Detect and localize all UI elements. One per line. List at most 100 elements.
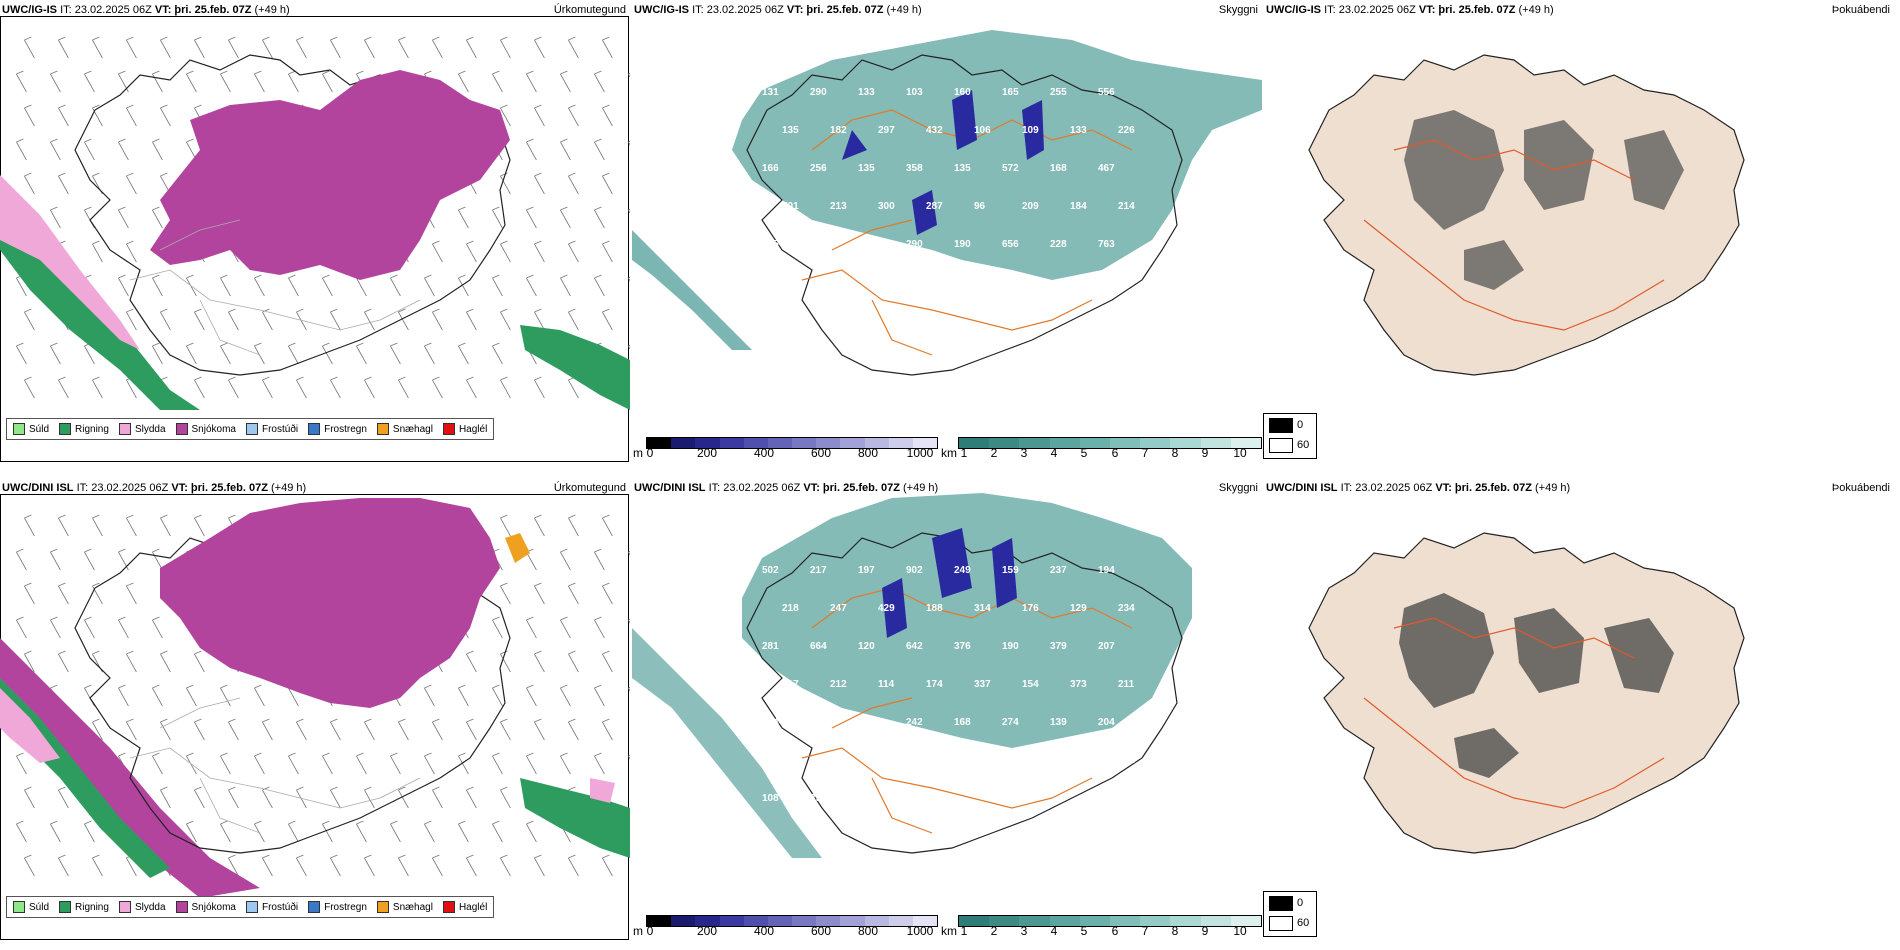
- wind-barb: [458, 70, 469, 93]
- colorbar-segment: [1230, 438, 1262, 448]
- visibility-panel-top: UWC/IG-IS IT: 23.02.2025 06Z VT: þri. 25…: [632, 0, 1262, 465]
- wind-barb: [262, 308, 273, 331]
- visibility-label: 124: [762, 717, 779, 728]
- legend-swatch: [442, 901, 455, 913]
- wind-barb: [602, 308, 613, 331]
- wind-barb: [432, 308, 443, 331]
- wind-barb: [296, 854, 307, 877]
- panel-title: Þokuábendi: [1831, 482, 1890, 494]
- wind-barb: [364, 718, 375, 741]
- wind-barb: [24, 36, 35, 59]
- visibility-label: 217: [810, 565, 827, 576]
- wind-barb: [458, 684, 469, 707]
- fog-map: [1308, 532, 1745, 854]
- legend-swatch: [308, 901, 321, 913]
- visibility-label: 137: [926, 277, 943, 288]
- wind-barb: [330, 718, 341, 741]
- height-colorbar: [646, 915, 938, 927]
- visibility-label: 373: [1070, 679, 1087, 690]
- colorbar-segment: [959, 916, 990, 926]
- visibility-label: 129: [1070, 603, 1087, 614]
- colorbar-segment: [743, 438, 768, 448]
- visibility-colorbar: [958, 915, 1262, 927]
- wind-barb: [24, 308, 35, 331]
- legend-item: Frostúði: [245, 423, 298, 435]
- colorbar-segment: [1049, 916, 1080, 926]
- wind-barb: [58, 582, 69, 605]
- legend-item: Snjókoma: [175, 901, 236, 913]
- legend-swatch: [308, 423, 321, 435]
- sleet-area: [0, 688, 60, 763]
- wind-barb: [432, 786, 443, 809]
- fog-legend-label: 0: [1297, 419, 1304, 431]
- visibility-label: 290: [810, 87, 827, 98]
- visibility-label: 96: [974, 201, 986, 212]
- wind-barb: [16, 820, 27, 843]
- fog-legend-swatch: [1269, 916, 1293, 931]
- wind-barb: [568, 582, 579, 605]
- tick-label: 200: [696, 924, 718, 938]
- panel-header: UWC/DINI ISL IT: 23.02.2025 06Z VT: þri.…: [634, 482, 939, 494]
- tick-label: 7: [1141, 446, 1149, 460]
- wind-barb: [526, 820, 537, 843]
- visibility-label: 197: [858, 565, 875, 576]
- panel-header: UWC/IG-IS IT: 23.02.2025 06Z VT: þri. 25…: [1266, 4, 1554, 16]
- wind-barb: [24, 104, 35, 127]
- wind-barb: [534, 308, 545, 331]
- tick-label: 0: [646, 924, 654, 938]
- colorbar-segment: [1200, 438, 1231, 448]
- visibility-label: 249: [954, 565, 971, 576]
- visibility-label: 233: [1070, 277, 1087, 288]
- wind-barb: [458, 274, 469, 297]
- tick-label: 400: [753, 924, 775, 938]
- visibility-label: 190: [954, 239, 971, 250]
- panel-title: Úrkomutegund: [553, 4, 626, 16]
- visibility-label: 274: [1002, 717, 1019, 728]
- visibility-label: 379: [1050, 641, 1067, 652]
- visibility-label: 135: [782, 125, 799, 136]
- visibility-label: 237: [1050, 565, 1067, 576]
- iceland-outline: [746, 54, 1183, 376]
- wind-barb: [568, 854, 579, 877]
- wind-barb: [160, 514, 171, 537]
- wind-barb: [296, 786, 307, 809]
- panel-header: UWC/IG-IS IT: 23.02.2025 06Z VT: þri. 25…: [2, 4, 290, 16]
- wind-barb: [24, 172, 35, 195]
- visibility-label: 290: [906, 239, 923, 250]
- legend-swatch: [245, 423, 258, 435]
- visibility-label: 106: [974, 125, 991, 136]
- wind-barb: [254, 752, 265, 775]
- wind-barb: [534, 514, 545, 537]
- colorbar-segment: [888, 916, 913, 926]
- snow-grains-area: [505, 533, 530, 563]
- visibility-label: 174: [926, 679, 943, 690]
- rain-area: [0, 180, 200, 410]
- tick-label: 7: [1141, 924, 1149, 938]
- wind-barb: [560, 70, 571, 93]
- tick-label: 5: [1080, 924, 1088, 938]
- wind-barb: [466, 718, 477, 741]
- tick-label: 5: [1080, 446, 1088, 460]
- wind-barb: [628, 72, 630, 78]
- wind-barb: [58, 172, 69, 195]
- wind-barb: [152, 752, 163, 775]
- wind-barb: [126, 718, 137, 741]
- fog-legend-label: 60: [1297, 439, 1310, 451]
- wind-barb: [526, 274, 537, 297]
- visibility-label: 218: [782, 603, 799, 614]
- visibility-label: 114: [878, 679, 895, 690]
- visibility-label: 204: [1098, 717, 1115, 728]
- wind-barb: [500, 376, 511, 399]
- wind-barb: [84, 616, 95, 639]
- wind-barb: [152, 548, 163, 571]
- wind-barb: [58, 36, 69, 59]
- wind-barb: [568, 718, 579, 741]
- tick-label: 2: [990, 446, 998, 460]
- visibility-label: 166: [762, 163, 779, 174]
- visibility-label: 135: [858, 163, 875, 174]
- visibility-map: 131 290 133 103 160 165 255 556 135 182 297 432 106 1…: [632, 30, 1262, 376]
- colorbar-segment: [1140, 438, 1171, 448]
- wind-barb: [186, 274, 197, 297]
- colorbar-segment: [719, 916, 744, 926]
- wind-barb: [500, 718, 511, 741]
